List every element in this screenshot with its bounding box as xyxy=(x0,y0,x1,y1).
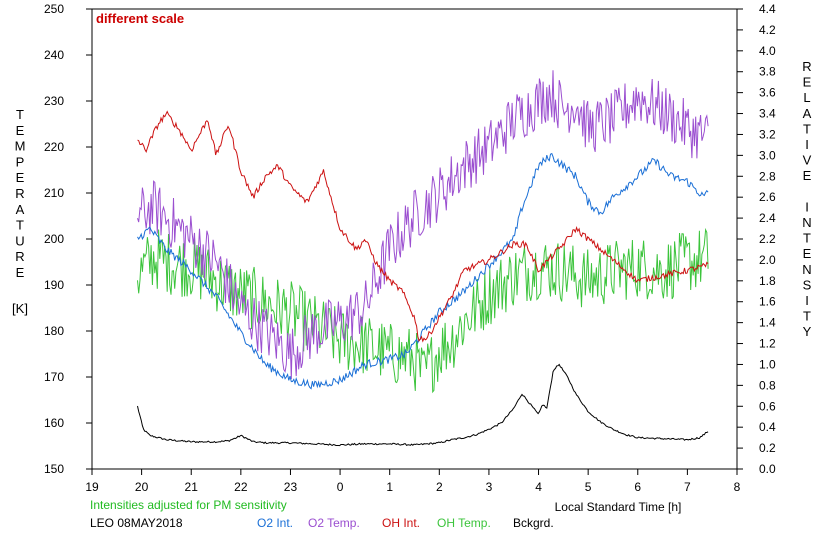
x-tick-label: 1 xyxy=(386,480,393,494)
x-tick-label: 5 xyxy=(585,480,592,494)
left-tick-label: 160 xyxy=(44,416,64,430)
right-tick-label: 1.4 xyxy=(759,316,776,330)
chart-title: different scale xyxy=(96,11,184,26)
left-axis-unit: [K] xyxy=(12,301,28,316)
right-tick-label: 0.0 xyxy=(759,462,776,476)
right-axis-letter: Y xyxy=(803,324,812,339)
x-tick-label: 3 xyxy=(486,480,493,494)
right-axis-letter: L xyxy=(803,90,810,105)
intensity-note: Intensities adjusted for PM sensitivity xyxy=(90,498,287,512)
left-tick-label: 220 xyxy=(44,140,64,154)
left-tick-label: 180 xyxy=(44,324,64,338)
left-axis-letter: T xyxy=(16,218,24,233)
legend-item: Bckgrd. xyxy=(513,516,554,530)
x-tick-label: 21 xyxy=(185,480,199,494)
right-axis-letter: N xyxy=(802,262,811,277)
series-line-oh-int- xyxy=(137,110,709,343)
left-tick-label: 190 xyxy=(44,278,64,292)
right-tick-label: 0.4 xyxy=(759,420,776,434)
x-axis-label: Local Standard Time [h] xyxy=(555,500,682,514)
left-tick-label: 240 xyxy=(44,48,64,62)
left-axis-letter: E xyxy=(16,170,25,185)
right-tick-label: 3.8 xyxy=(759,65,776,79)
left-tick-label: 150 xyxy=(44,462,64,476)
right-tick-label: 0.6 xyxy=(759,399,776,413)
right-axis-letter: V xyxy=(803,153,812,168)
right-tick-label: 1.6 xyxy=(759,295,776,309)
left-axis-letter: M xyxy=(15,139,26,154)
legend-item: OH Temp. xyxy=(437,516,491,530)
left-tick-label: 230 xyxy=(44,94,64,108)
right-tick-label: 0.2 xyxy=(759,441,776,455)
right-axis-letter: T xyxy=(803,231,811,246)
right-tick-label: 2.6 xyxy=(759,190,776,204)
right-axis-letter: E xyxy=(803,168,812,183)
legend-item: O2 Temp. xyxy=(308,516,360,530)
right-axis-letter: A xyxy=(803,106,812,121)
left-tick-label: 210 xyxy=(44,186,64,200)
right-axis-letter: I xyxy=(805,137,809,152)
right-tick-label: 2.0 xyxy=(759,253,776,267)
x-tick-label: 6 xyxy=(634,480,641,494)
right-axis-letter: R xyxy=(802,59,811,74)
x-tick-label: 19 xyxy=(85,480,99,494)
right-axis-letter: I xyxy=(805,199,809,214)
right-axis-letter: T xyxy=(803,309,811,324)
left-axis-letter: E xyxy=(16,123,25,138)
series-line-bckgrd- xyxy=(137,363,709,447)
left-axis-letter: U xyxy=(15,233,24,248)
right-axis-letter: S xyxy=(803,277,812,292)
left-axis-letter: A xyxy=(16,202,25,217)
station-date: LEO 08MAY2018 xyxy=(90,516,183,530)
right-tick-label: 1.2 xyxy=(759,337,776,351)
series-line-o2-temp- xyxy=(137,70,709,380)
x-tick-label: 2 xyxy=(436,480,443,494)
right-tick-label: 1.8 xyxy=(759,274,776,288)
left-axis-letter: R xyxy=(15,186,24,201)
series-layer xyxy=(137,70,709,447)
right-tick-label: 3.4 xyxy=(759,107,776,121)
x-tick-label: 0 xyxy=(337,480,344,494)
left-axis-letter: P xyxy=(16,154,25,169)
right-axis-letter: T xyxy=(803,121,811,136)
x-tick-label: 22 xyxy=(234,480,248,494)
right-tick-label: 1.0 xyxy=(759,357,776,371)
right-tick-label: 4.4 xyxy=(759,2,776,16)
right-tick-label: 4.0 xyxy=(759,44,776,58)
legend: O2 Int. O2 Temp. OH Int. OH Temp. Bckgrd. xyxy=(257,516,554,530)
right-axis-letter: E xyxy=(803,246,812,261)
legend-item: O2 Int. xyxy=(257,516,293,530)
right-axis-letter: N xyxy=(802,215,811,230)
left-axis-letter: R xyxy=(15,249,24,264)
left-tick-label: 250 xyxy=(44,2,64,16)
series-line-oh-temp- xyxy=(137,227,709,394)
right-tick-label: 2.8 xyxy=(759,169,776,183)
right-tick-label: 3.2 xyxy=(759,127,776,141)
axes-layer: 19 20 21 22 23 0 1 2 3 4 5 6 7 8150160170180190200210… xyxy=(44,2,776,494)
x-tick-label: 20 xyxy=(135,480,149,494)
right-axis-letter: E xyxy=(803,75,812,90)
right-tick-label: 2.2 xyxy=(759,232,776,246)
left-tick-label: 170 xyxy=(44,370,64,384)
x-tick-label: 23 xyxy=(284,480,298,494)
series-line-o2-int- xyxy=(137,152,709,390)
left-axis-letter: T xyxy=(16,107,24,122)
right-tick-label: 3.6 xyxy=(759,86,776,100)
plot-frame xyxy=(91,8,738,470)
right-tick-label: 2.4 xyxy=(759,211,776,225)
plot-area xyxy=(91,8,738,470)
left-tick-label: 200 xyxy=(44,232,64,246)
right-axis-letter: I xyxy=(805,293,809,308)
right-tick-label: 4.2 xyxy=(759,23,776,37)
legend-item: OH Int. xyxy=(382,516,420,530)
right-tick-label: 0.8 xyxy=(759,378,776,392)
x-tick-label: 4 xyxy=(535,480,542,494)
right-tick-label: 3.0 xyxy=(759,148,776,162)
x-tick-label: 8 xyxy=(734,480,741,494)
left-axis-letter: E xyxy=(16,265,25,280)
x-tick-label: 7 xyxy=(684,480,691,494)
